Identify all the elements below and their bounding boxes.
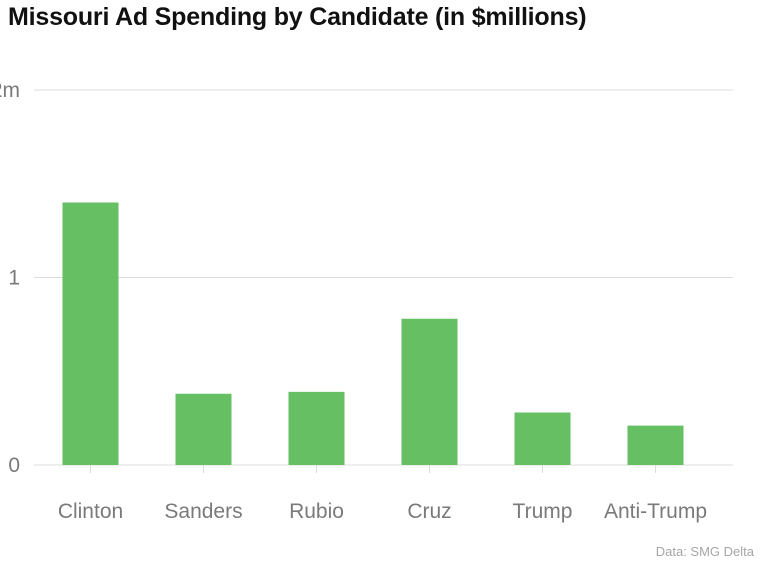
x-tick-label-trump: Trump	[513, 500, 573, 523]
bar-cruz	[401, 318, 458, 465]
x-tick-label-sanders: Sanders	[164, 500, 242, 523]
x-tick-label-clinton: Clinton	[58, 500, 123, 523]
bars	[62, 202, 684, 465]
y-tick-label-2: 2m	[0, 79, 20, 102]
x-axis-ticks: Clinton Sanders Rubio Cruz Trump Anti-Trump	[58, 465, 707, 523]
x-tick-label-anti-trump: Anti-Trump	[604, 500, 707, 523]
y-axis-ticks: 0 1 2m	[0, 79, 20, 477]
bar-rubio	[288, 391, 345, 465]
x-tick-label-cruz: Cruz	[407, 500, 451, 523]
bar-trump	[514, 412, 571, 465]
bar-sanders	[175, 393, 232, 465]
chart-title: Missouri Ad Spending by Candidate (in $m…	[8, 3, 587, 31]
y-tick-label-0: 0	[8, 454, 20, 477]
gridlines	[34, 89, 733, 466]
bar-anti-trump	[627, 425, 684, 465]
x-tick-label-rubio: Rubio	[289, 500, 344, 523]
y-tick-label-1: 1	[8, 267, 20, 290]
source-note: Data: SMG Delta	[655, 544, 754, 559]
bar-clinton	[62, 202, 119, 465]
